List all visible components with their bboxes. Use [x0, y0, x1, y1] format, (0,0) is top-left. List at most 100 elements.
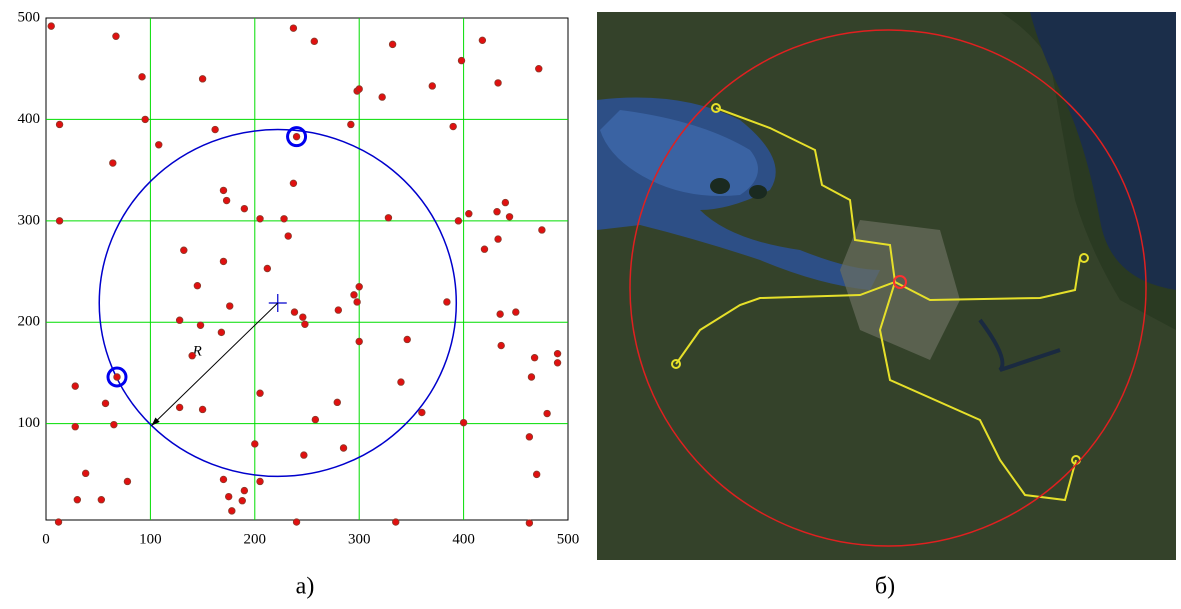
point [114, 374, 121, 381]
point [98, 496, 105, 503]
point [212, 126, 219, 133]
point [102, 400, 109, 407]
point [291, 309, 298, 316]
satellite-map [597, 12, 1176, 560]
point [142, 116, 149, 123]
point [264, 265, 271, 272]
point [356, 86, 363, 93]
point [351, 292, 358, 299]
point [155, 141, 162, 148]
x-tick-label: 100 [139, 531, 162, 547]
point [56, 218, 63, 225]
point [494, 208, 501, 215]
point [56, 121, 63, 128]
point [444, 299, 451, 306]
point [300, 314, 307, 321]
point [385, 214, 392, 221]
point [479, 37, 486, 44]
point [226, 303, 233, 310]
point [257, 216, 264, 223]
point [502, 199, 509, 206]
x-tick-label: 300 [348, 531, 371, 547]
point [455, 218, 462, 225]
point [189, 352, 196, 359]
point [554, 350, 561, 357]
point [348, 121, 355, 128]
point [257, 390, 264, 397]
point [356, 338, 363, 345]
point [539, 227, 546, 234]
point [429, 83, 436, 90]
x-tick-label: 400 [452, 531, 475, 547]
point [113, 33, 120, 40]
point [533, 471, 540, 478]
x-tick-label: 0 [42, 531, 50, 547]
point [223, 197, 230, 204]
point [458, 57, 465, 64]
y-tick-label: 100 [18, 415, 41, 431]
point [74, 496, 81, 503]
point [450, 123, 457, 130]
point [404, 336, 411, 343]
point [241, 487, 248, 494]
point [513, 309, 520, 316]
point [111, 421, 118, 428]
point [389, 41, 396, 48]
point [335, 307, 342, 314]
point [379, 94, 386, 101]
point [220, 258, 227, 265]
point [293, 519, 300, 526]
point [197, 322, 204, 329]
y-tick-label: 500 [18, 9, 41, 25]
point [285, 233, 292, 240]
point [290, 25, 297, 32]
point [55, 519, 62, 526]
point [82, 470, 89, 477]
point [220, 476, 227, 483]
point [554, 360, 561, 367]
y-tick-label: 200 [18, 314, 41, 330]
x-tick-label: 500 [557, 531, 580, 547]
point [301, 452, 308, 459]
point [495, 80, 502, 87]
point [311, 38, 318, 45]
point [72, 383, 79, 390]
point [139, 74, 146, 81]
point [398, 379, 405, 386]
page: {"chart_data": {"type": "scatter", "xlim… [0, 0, 1181, 604]
point [528, 374, 535, 381]
point [481, 246, 488, 253]
y-tick-label: 400 [18, 111, 41, 127]
point [526, 434, 533, 441]
point [312, 416, 319, 423]
point [460, 419, 467, 426]
point [199, 76, 206, 83]
point [531, 354, 538, 361]
point [334, 399, 341, 406]
point [495, 236, 502, 243]
point [506, 213, 513, 220]
point [340, 445, 347, 452]
point [218, 329, 225, 336]
point [257, 478, 264, 485]
point [220, 187, 227, 194]
point [392, 519, 399, 526]
plot-frame [46, 18, 568, 520]
caption: б) [875, 574, 895, 600]
x-tick-label: 200 [244, 531, 267, 547]
radius-arrow [152, 303, 278, 426]
point [302, 321, 309, 328]
point [48, 23, 55, 30]
point [419, 409, 426, 416]
point [526, 520, 533, 527]
point [225, 493, 232, 500]
point [544, 410, 551, 417]
point [466, 210, 473, 217]
point [72, 423, 79, 430]
point [199, 406, 206, 413]
point [229, 508, 236, 515]
point [176, 317, 183, 324]
figure: а) б) 0100200300400500100200300400500R [0, 0, 1181, 604]
point [356, 283, 363, 290]
y-tick-label: 300 [18, 212, 41, 228]
